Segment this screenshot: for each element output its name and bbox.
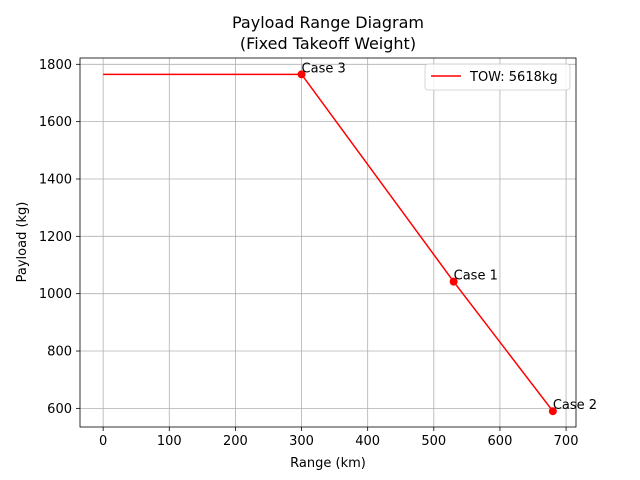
y-tick-label: 1600	[39, 115, 72, 130]
chart-title-line-1: Payload Range Diagram	[232, 13, 424, 32]
legend: TOW: 5618kg	[424, 63, 571, 91]
axis-ticks: 0 100 200 300 400 500 600 700 600 800 1000 1200 1400…	[39, 58, 579, 449]
case-point-marker	[548, 407, 557, 416]
y-tick-label: 1200	[39, 230, 72, 245]
case-point-label: Case 1	[454, 269, 498, 284]
case-point-label: Case 3	[302, 61, 346, 76]
x-tick-label: 400	[355, 434, 380, 449]
chart-title-line-2: (Fixed Takeoff Weight)	[240, 34, 416, 53]
grid-lines	[80, 58, 576, 427]
case-point-marker	[297, 70, 306, 79]
x-tick-label: 300	[289, 434, 314, 449]
y-axis-label: Payload (kg)	[15, 202, 30, 283]
y-tick-label: 1400	[39, 172, 72, 187]
x-tick-label: 700	[554, 434, 579, 449]
y-tick-label: 800	[47, 345, 72, 360]
case-point-marker	[449, 277, 458, 286]
x-tick-label: 500	[421, 434, 446, 449]
case-point-label: Case 2	[553, 398, 597, 413]
y-tick-label: 1800	[39, 58, 72, 73]
series-layer	[103, 73, 554, 412]
y-tick-label: 600	[47, 402, 72, 417]
series-line	[103, 73, 554, 412]
legend-box	[424, 63, 571, 91]
points-layer: Case 1 Case 2 Case 3	[297, 61, 597, 416]
x-tick-label: 600	[488, 434, 513, 449]
y-tick-label: 1000	[39, 287, 72, 302]
x-tick-label: 100	[157, 434, 182, 449]
x-tick-label: 200	[223, 434, 248, 449]
x-tick-label: 0	[99, 434, 107, 449]
x-axis-label: Range (km)	[290, 456, 366, 471]
legend-label: TOW: 5618kg	[469, 70, 558, 85]
plot-frame	[79, 57, 577, 428]
